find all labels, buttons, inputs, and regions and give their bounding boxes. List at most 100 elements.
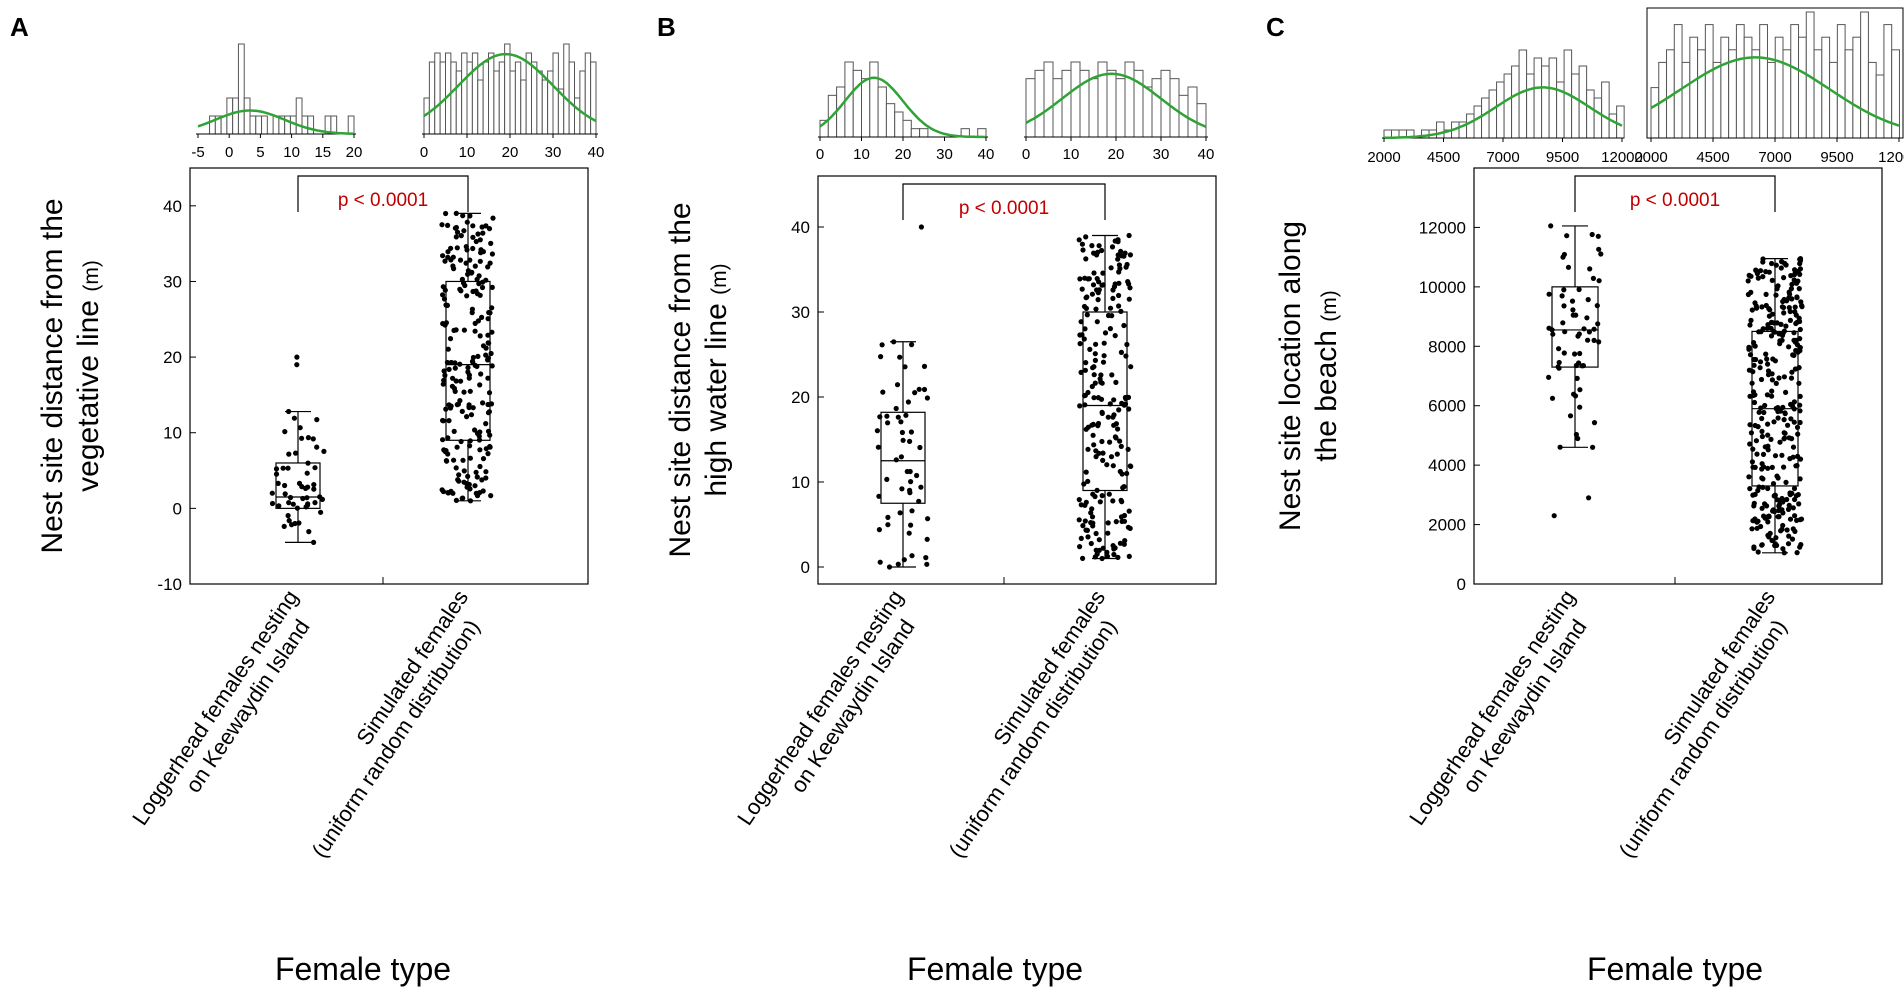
data-point — [442, 449, 448, 455]
data-point — [1576, 286, 1582, 293]
data-point — [1546, 325, 1552, 331]
data-point — [1082, 326, 1088, 332]
data-point — [1779, 304, 1785, 310]
data-point — [1768, 319, 1775, 325]
data-point — [1794, 295, 1800, 301]
data-point — [1589, 231, 1595, 238]
data-point — [1110, 414, 1116, 420]
data-point — [1764, 356, 1770, 362]
data-point — [1755, 275, 1761, 281]
data-point — [473, 469, 479, 475]
data-point — [446, 402, 452, 408]
panel-a: A -5 0 5 10 15 20 0 10 20 30 40 -10 0 10 20 30 40 p < 0.00… — [10, 12, 604, 987]
data-point — [1118, 349, 1124, 355]
y-tick-label: 20 — [791, 388, 810, 407]
data-point — [480, 249, 486, 255]
data-point — [1091, 395, 1097, 401]
data-point — [467, 388, 473, 394]
histogram-bar — [1735, 24, 1745, 139]
data-point — [445, 222, 451, 228]
data-point — [899, 486, 905, 492]
histogram-bar — [232, 97, 239, 135]
data-point — [273, 466, 280, 472]
data-point — [468, 412, 475, 418]
data-point — [886, 564, 893, 570]
data-point — [1763, 269, 1769, 275]
data-point — [1090, 523, 1096, 529]
normal-fit-curve — [1384, 86, 1623, 140]
data-point — [454, 402, 460, 408]
data-point — [1557, 444, 1563, 450]
data-point — [1769, 277, 1775, 283]
data-point — [1089, 506, 1095, 512]
data-point — [1111, 551, 1117, 558]
data-point — [1789, 536, 1796, 542]
data-point — [1747, 393, 1753, 399]
data-point — [1121, 322, 1127, 329]
data-point — [1125, 524, 1131, 530]
data-point — [445, 254, 451, 260]
y-axis-label-unit: (m) — [1318, 290, 1341, 321]
histogram-tick-label: 30 — [545, 144, 562, 161]
data-point — [1091, 364, 1097, 370]
histogram-bar — [243, 97, 251, 135]
data-point — [485, 375, 491, 381]
data-point — [490, 215, 496, 221]
data-point — [1797, 393, 1803, 399]
data-point — [452, 388, 458, 394]
histogram-bar — [1503, 73, 1513, 139]
histogram-observed: 0 10 20 30 40 — [816, 61, 994, 163]
data-point — [1590, 275, 1596, 281]
data-point — [1760, 326, 1766, 332]
data-point — [1091, 442, 1097, 448]
y-tick-label: 10 — [163, 424, 182, 443]
data-point — [485, 355, 491, 361]
data-point — [1586, 495, 1592, 501]
data-point — [464, 219, 470, 225]
data-point — [1763, 351, 1769, 357]
data-point — [1769, 393, 1775, 399]
data-point — [1799, 304, 1805, 310]
data-point — [1077, 341, 1083, 347]
data-point — [472, 263, 478, 269]
data-point — [281, 523, 287, 530]
data-point — [1081, 481, 1087, 487]
data-point — [908, 479, 914, 485]
histogram-tick-label: 20 — [1108, 146, 1125, 163]
data-point — [1096, 243, 1102, 249]
histogram-tick-label: 0 — [1022, 146, 1030, 163]
data-point — [1567, 413, 1574, 419]
y-tick-label: 40 — [163, 197, 182, 216]
data-point — [1591, 337, 1597, 343]
data-point — [469, 306, 475, 312]
data-point — [1100, 282, 1106, 288]
data-point — [321, 448, 327, 454]
data-point — [1762, 515, 1768, 521]
data-point — [469, 269, 475, 275]
data-point — [1107, 326, 1113, 332]
data-point — [461, 389, 467, 395]
category-label-line2: (uniform random distribution) — [944, 615, 1122, 862]
data-point — [467, 213, 473, 219]
data-point — [1783, 389, 1789, 395]
data-point — [1079, 286, 1085, 292]
data-point — [1098, 396, 1105, 402]
data-point — [1572, 351, 1578, 357]
histogram-simulated: 0 10 20 30 40 — [1022, 61, 1214, 163]
data-point — [1746, 474, 1752, 480]
data-point — [1549, 395, 1556, 401]
data-point — [1120, 485, 1126, 491]
data-point — [273, 471, 280, 477]
data-point — [1780, 298, 1786, 305]
data-point — [1791, 485, 1798, 492]
data-point — [1098, 372, 1104, 378]
y-tick-label: 40 — [791, 218, 810, 237]
histogram-bar — [1533, 57, 1543, 139]
data-point — [1769, 388, 1775, 394]
histogram-bar — [488, 52, 495, 135]
data-point — [907, 438, 913, 444]
data-point — [1090, 282, 1097, 288]
data-point — [479, 284, 486, 291]
data-point — [1110, 295, 1116, 301]
